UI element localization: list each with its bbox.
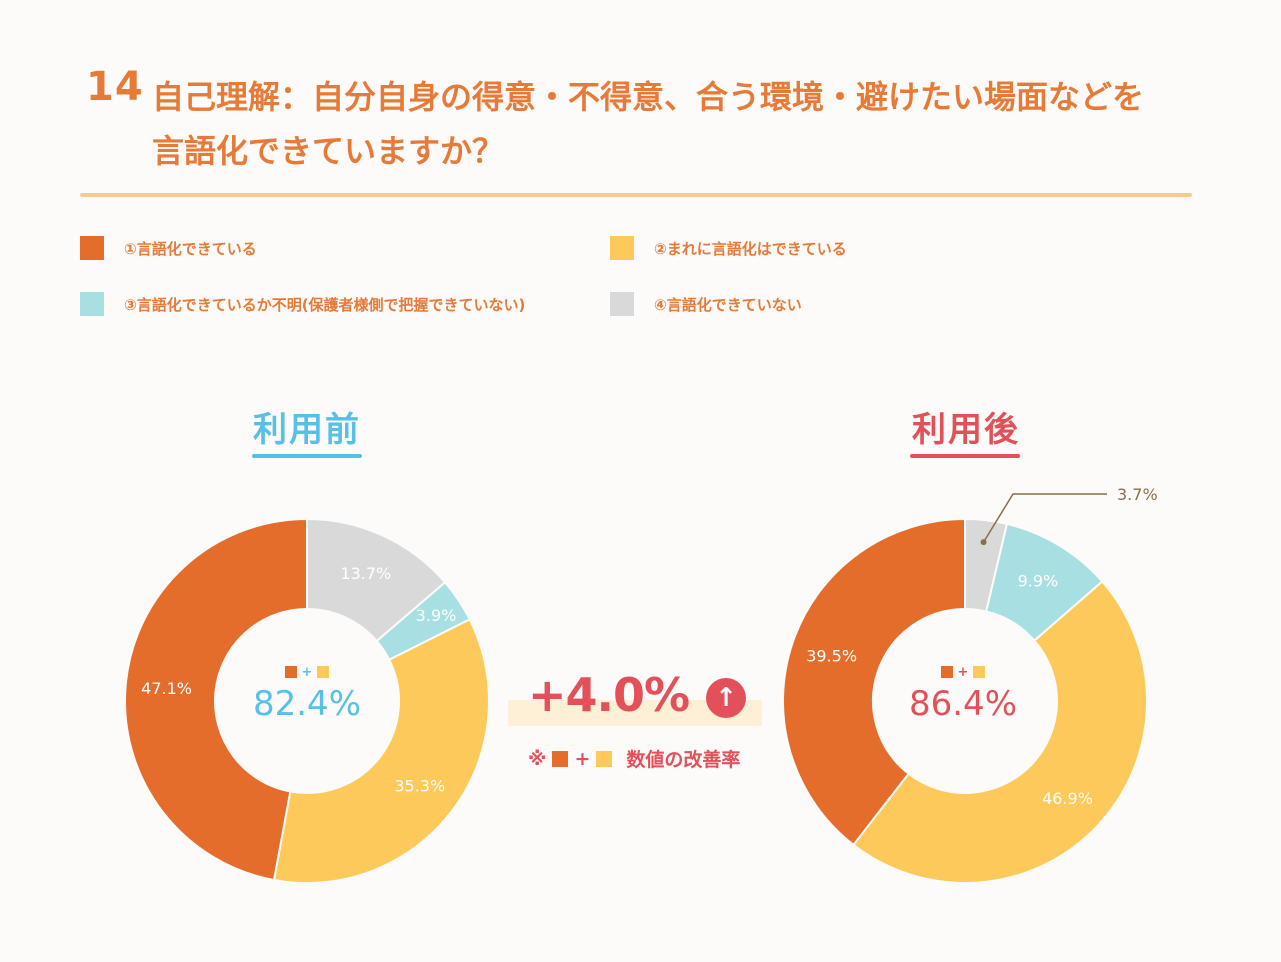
legend-item-1: ①言語化できている	[80, 236, 257, 260]
formula-plus: +	[957, 664, 969, 680]
formula-square-yellow	[317, 666, 330, 678]
after-label-not-verbalized: 3.7%	[1117, 485, 1158, 504]
before-label-sometimes-verbalized: 35.3%	[394, 777, 445, 796]
after-heading: 利用後	[912, 410, 1020, 450]
after-slice-sometimes-verbalized	[852, 580, 1148, 884]
legend-swatch-3	[80, 292, 104, 316]
legend-swatch-2	[610, 236, 634, 260]
note-plus: +	[574, 747, 591, 770]
note-mark: ※	[528, 747, 547, 770]
legend-swatch-4	[610, 292, 634, 316]
legend-swatch-1	[80, 236, 104, 260]
before-heading: 利用前	[253, 410, 361, 450]
formula-square-orange	[940, 666, 953, 678]
formula-plus: +	[301, 664, 313, 680]
title-divider	[80, 193, 1192, 197]
before-slice-verbalized	[124, 517, 308, 882]
legend-label-3: ③言語化できているか不明(保護者様側で把握できていない)	[124, 295, 526, 314]
page-title-number: 14	[86, 64, 144, 110]
after-heading-underline	[910, 454, 1020, 458]
after-leader-line	[982, 493, 1107, 543]
before-label-unknown: 3.9%	[416, 606, 457, 625]
note-square-yellow	[596, 750, 613, 767]
after-slice-verbalized	[782, 517, 966, 847]
arrow-up-icon: ↑	[706, 678, 746, 718]
after-center-formula: +	[863, 664, 1063, 680]
after-center-label: + 86.4%	[863, 664, 1063, 725]
legend-item-4: ④言語化できていない	[610, 292, 802, 316]
improvement-value: +4.0%	[528, 668, 690, 722]
before-center-value: 82.4%	[252, 684, 361, 724]
legend-label-1: ①言語化できている	[124, 239, 257, 258]
before-slice-sometimes-verbalized	[272, 618, 490, 884]
legend-item-2: ②まれに言語化はできている	[610, 236, 847, 260]
improvement-block: +4.0% ↑	[508, 668, 762, 728]
before-center-label: + 82.4%	[207, 664, 407, 725]
before-label-not-verbalized: 13.7%	[340, 564, 391, 583]
page-title-line2: 言語化できていますか？	[152, 132, 505, 170]
before-heading-underline	[252, 454, 362, 458]
before-center-formula: +	[207, 664, 407, 680]
legend-item-3: ③言語化できているか不明(保護者様側で把握できていない)	[80, 292, 525, 316]
legend-label-4: ④言語化できていない	[654, 295, 802, 314]
formula-square-orange	[284, 666, 297, 678]
after-label-verbalized: 39.5%	[806, 646, 857, 665]
after-label-unknown: 9.9%	[1018, 571, 1059, 590]
after-center-value: 86.4%	[908, 684, 1017, 724]
note-square-orange	[552, 750, 569, 767]
formula-square-yellow	[973, 666, 986, 678]
legend-label-2: ②まれに言語化はできている	[654, 239, 847, 258]
before-label-verbalized: 47.1%	[141, 679, 192, 698]
improvement-note: ※ + 数値の改善率	[528, 745, 740, 772]
note-text: 数値の改善率	[626, 749, 741, 771]
page-title-line1: 自己理解：自分自身の得意・不得意、合う環境・避けたい場面などを	[152, 78, 1145, 116]
after-label-sometimes-verbalized: 46.9%	[1042, 789, 1093, 808]
